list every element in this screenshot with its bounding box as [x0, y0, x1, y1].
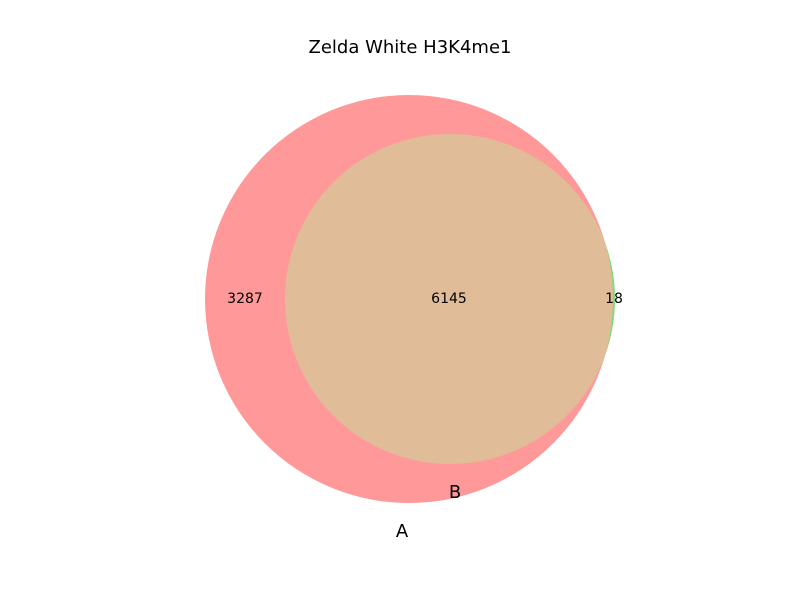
overlap-region [285, 134, 613, 464]
region-a-and-b-count: 6145 [431, 291, 467, 307]
set-b-label: B [449, 482, 461, 503]
diagram-title: Zelda White H3K4me1 [309, 37, 512, 58]
set-a-label: A [396, 521, 409, 542]
region-a-only-count: 3287 [227, 291, 263, 307]
region-b-only-count: 18 [605, 291, 623, 307]
